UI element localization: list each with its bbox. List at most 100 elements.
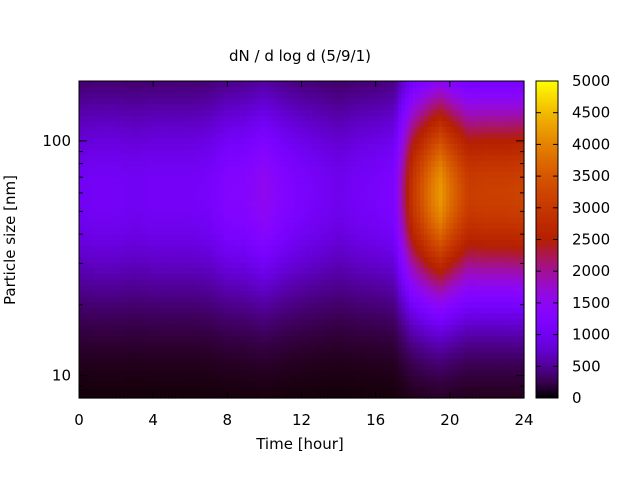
heatmap-cell bbox=[294, 267, 299, 275]
heatmap-cell bbox=[301, 160, 306, 167]
heatmap-cell bbox=[242, 290, 247, 297]
heatmap-cell bbox=[275, 392, 280, 399]
heatmap-cell bbox=[390, 267, 395, 275]
heatmap-cell bbox=[308, 296, 314, 303]
heatmap-cell bbox=[312, 245, 317, 252]
heatmap-cell bbox=[156, 330, 162, 337]
heatmap-cell bbox=[153, 143, 158, 150]
heatmap-cell bbox=[294, 392, 299, 399]
heatmap-cell bbox=[331, 335, 336, 342]
heatmap-cell bbox=[108, 307, 113, 314]
heatmap-cell bbox=[193, 381, 199, 388]
heatmap-cell bbox=[145, 177, 151, 184]
heatmap-cell bbox=[219, 199, 225, 207]
heatmap-cell bbox=[286, 307, 291, 314]
heatmap-cell bbox=[138, 165, 143, 173]
heatmap-cell bbox=[145, 330, 151, 337]
heatmap-cell bbox=[264, 279, 269, 286]
heatmap-cell bbox=[316, 352, 321, 359]
heatmap-cell bbox=[216, 228, 221, 235]
heatmap-cell bbox=[264, 143, 269, 150]
heatmap-cell bbox=[394, 160, 399, 167]
heatmap-cell bbox=[142, 290, 147, 297]
heatmap-cell bbox=[397, 137, 403, 144]
heatmap-cell bbox=[394, 165, 399, 173]
heatmap-cell bbox=[305, 307, 310, 314]
heatmap-cell bbox=[371, 245, 377, 252]
heatmap-cell bbox=[279, 375, 284, 382]
heatmap-cell bbox=[312, 160, 317, 167]
heatmap-cell bbox=[394, 324, 399, 331]
heatmap-cell bbox=[127, 290, 132, 297]
heatmap-cell bbox=[116, 165, 121, 173]
heatmap-cell bbox=[375, 284, 380, 292]
heatmap-cell bbox=[101, 307, 106, 314]
heatmap-cell bbox=[190, 160, 195, 167]
heatmap-cell bbox=[275, 211, 280, 218]
heatmap-cell bbox=[149, 92, 154, 99]
heatmap-cell bbox=[320, 233, 325, 241]
heatmap-cell bbox=[116, 222, 121, 229]
heatmap-cell bbox=[201, 177, 206, 184]
heatmap-cell bbox=[168, 284, 173, 292]
heatmap-cell bbox=[294, 335, 299, 342]
heatmap-cell bbox=[90, 182, 95, 190]
heatmap-cell bbox=[360, 86, 366, 93]
heatmap-cell bbox=[127, 245, 132, 252]
heatmap-cell bbox=[142, 86, 147, 93]
heatmap-cell bbox=[331, 256, 336, 263]
heatmap-cell bbox=[182, 148, 188, 156]
heatmap-cell bbox=[327, 318, 332, 326]
heatmap-cell bbox=[182, 81, 188, 88]
heatmap-cell bbox=[90, 381, 95, 388]
heatmap-cell bbox=[142, 171, 147, 178]
heatmap-cell bbox=[79, 250, 84, 258]
heatmap-cell bbox=[327, 86, 332, 93]
heatmap-cell bbox=[275, 131, 280, 139]
heatmap-cell bbox=[375, 307, 380, 314]
heatmap-cell bbox=[360, 154, 366, 161]
heatmap-cell bbox=[104, 375, 110, 382]
heatmap-cell bbox=[90, 194, 95, 201]
heatmap-cell bbox=[182, 137, 188, 144]
heatmap-cell bbox=[383, 284, 388, 292]
heatmap-cell bbox=[271, 386, 277, 393]
heatmap-cell bbox=[197, 199, 202, 207]
heatmap-cell bbox=[375, 205, 380, 212]
heatmap-cell bbox=[397, 182, 403, 190]
heatmap-cell bbox=[112, 364, 117, 371]
heatmap-cell bbox=[371, 369, 377, 376]
heatmap-cell bbox=[368, 120, 373, 127]
heatmap-cell bbox=[142, 364, 147, 371]
heatmap-cell bbox=[93, 171, 99, 178]
heatmap-cell bbox=[346, 307, 351, 314]
heatmap-cell bbox=[242, 347, 247, 354]
heatmap-cell bbox=[116, 296, 121, 303]
heatmap-cell bbox=[331, 148, 336, 156]
heatmap-cell bbox=[249, 245, 254, 252]
heatmap-cell bbox=[282, 296, 288, 303]
heatmap-cell bbox=[271, 120, 277, 127]
heatmap-cell bbox=[179, 120, 184, 127]
heatmap-cell bbox=[231, 109, 236, 116]
heatmap-cell bbox=[338, 81, 343, 88]
heatmap-cell bbox=[316, 330, 321, 337]
heatmap-cell bbox=[357, 307, 362, 314]
heatmap-cell bbox=[101, 177, 106, 184]
heatmap-cell bbox=[301, 296, 306, 303]
heatmap-cell bbox=[349, 143, 355, 150]
heatmap-cell bbox=[253, 97, 258, 105]
heatmap-cell bbox=[297, 364, 303, 371]
heatmap-cell bbox=[216, 392, 221, 399]
heatmap-cell bbox=[205, 352, 210, 359]
heatmap-cell bbox=[249, 267, 254, 275]
heatmap-cell bbox=[360, 137, 366, 144]
heatmap-cell bbox=[249, 97, 254, 105]
heatmap-cell bbox=[320, 211, 325, 218]
heatmap-cell bbox=[186, 211, 191, 218]
heatmap-cell bbox=[271, 318, 277, 326]
heatmap-cell bbox=[245, 228, 251, 235]
heatmap-cell bbox=[264, 386, 269, 393]
heatmap-cell bbox=[171, 233, 177, 241]
heatmap-cell bbox=[257, 290, 262, 297]
